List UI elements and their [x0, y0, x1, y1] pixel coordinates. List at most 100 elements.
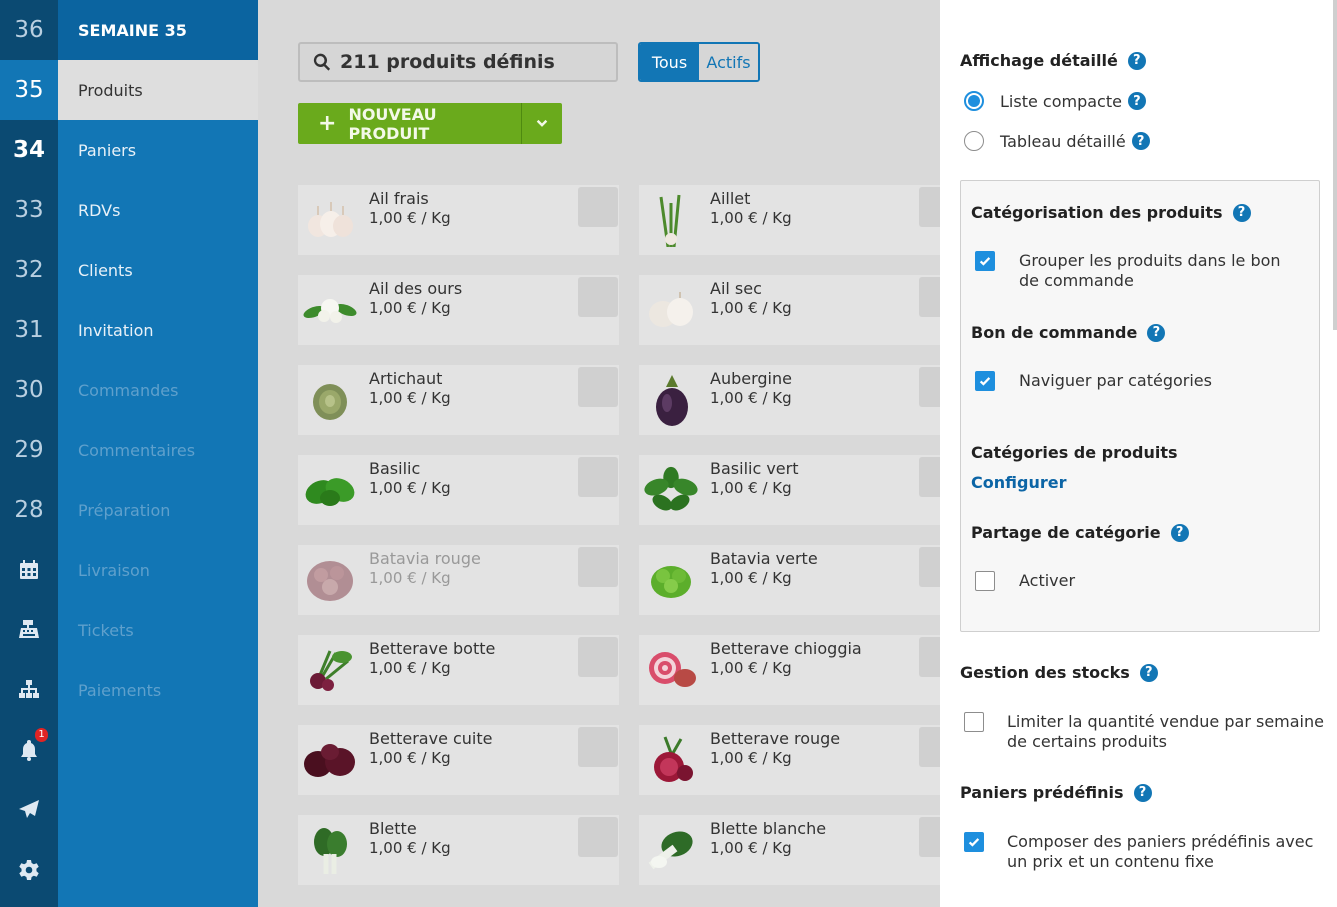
product-card[interactable]: Betterave chioggia 1,00 € / Kg	[639, 635, 940, 705]
product-card[interactable]: Betterave botte 1,00 € / Kg	[298, 635, 619, 705]
help-icon[interactable]: ?	[1147, 323, 1166, 342]
week-28[interactable]: 28	[14, 497, 44, 523]
help-icon[interactable]: ?	[1127, 51, 1146, 70]
configure-categories-link[interactable]: Configurer	[971, 473, 1067, 492]
product-action-button[interactable]	[919, 727, 940, 767]
new-product-label: NOUVEAU PRODUIT	[348, 104, 437, 143]
nav-item-tickets[interactable]: Tickets	[78, 620, 134, 640]
week-29[interactable]: 29	[14, 437, 44, 463]
product-action-button[interactable]	[919, 277, 940, 317]
product-search[interactable]: 211 produits définis	[298, 42, 618, 82]
panel-scrollbar[interactable]	[1333, 0, 1337, 330]
nav-item-commentaires[interactable]: Commentaires	[78, 440, 196, 460]
product-action-button[interactable]	[578, 277, 618, 317]
product-price: 1,00 € / Kg	[369, 749, 451, 767]
week-36[interactable]: 36	[14, 17, 44, 43]
help-icon[interactable]: ?	[1127, 92, 1146, 110]
nav-item-invitation[interactable]: Invitation	[78, 320, 154, 340]
paper-plane-icon[interactable]	[0, 780, 58, 840]
nav-item-preparation[interactable]: Préparation	[78, 500, 171, 520]
group-products-checkbox[interactable]	[975, 251, 995, 271]
help-icon[interactable]: ?	[1133, 783, 1152, 802]
product-action-button[interactable]	[578, 637, 618, 677]
help-icon[interactable]: ?	[1232, 203, 1251, 222]
nav-item-rdvs[interactable]: RDVs	[78, 200, 121, 220]
browse-categories-label: Naviguer par catégories	[1019, 371, 1212, 390]
product-action-button[interactable]	[578, 727, 618, 767]
product-card[interactable]: Batavia rouge 1,00 € / Kg	[298, 545, 619, 615]
help-icon[interactable]: ?	[1170, 523, 1189, 542]
sitemap-icon[interactable]	[0, 660, 58, 720]
product-card[interactable]: Batavia verte 1,00 € / Kg	[639, 545, 940, 615]
bell-icon[interactable]: 1	[0, 720, 58, 780]
help-icon[interactable]: ?	[1131, 132, 1150, 150]
nav-item-commandes[interactable]: Commandes	[78, 380, 179, 400]
product-action-button[interactable]	[919, 457, 940, 497]
product-action-button[interactable]	[919, 187, 940, 227]
product-action-button[interactable]	[578, 367, 618, 407]
nav-item-paiements[interactable]: Paiements	[78, 680, 162, 700]
gear-icon[interactable]	[0, 840, 58, 900]
detailed-table-radio[interactable]	[964, 131, 984, 151]
product-action-button[interactable]	[578, 547, 618, 587]
product-card[interactable]: Basilic 1,00 € / Kg	[298, 455, 619, 525]
limit-quantity-option[interactable]: Limiter la quantité vendue par semaine d…	[964, 712, 1324, 752]
product-card[interactable]: Aillet 1,00 € / Kg	[639, 185, 940, 255]
wild-garlic-image	[302, 283, 358, 337]
filter-active[interactable]: Actifs	[699, 44, 758, 80]
product-name: Aillet	[710, 189, 751, 208]
order-form-title: Bon de commande?	[971, 323, 1166, 342]
nav-item-livraison[interactable]: Livraison	[78, 560, 150, 580]
product-action-button[interactable]	[919, 547, 940, 587]
product-action-button[interactable]	[578, 817, 618, 857]
product-card[interactable]: Blette blanche 1,00 € / Kg	[639, 815, 940, 885]
cash-register-icon[interactable]	[0, 600, 58, 660]
product-card[interactable]: Artichaut 1,00 € / Kg	[298, 365, 619, 435]
product-action-button[interactable]	[578, 187, 618, 227]
nav-item-produits[interactable]: Produits	[58, 60, 258, 120]
product-card[interactable]: Ail des ours 1,00 € / Kg	[298, 275, 619, 345]
nav-item-clients[interactable]: Clients	[78, 260, 133, 280]
product-card[interactable]: Aubergine 1,00 € / Kg	[639, 365, 940, 435]
product-action-button[interactable]	[919, 817, 940, 857]
enable-sharing-option[interactable]: Activer	[975, 571, 1075, 591]
group-products-option[interactable]: Grouper les produits dans le bon de comm…	[975, 251, 1305, 291]
product-action-button[interactable]	[919, 367, 940, 407]
filter-all[interactable]: Tous	[640, 44, 699, 80]
new-product-button[interactable]: + NOUVEAU PRODUIT	[298, 103, 562, 144]
product-card[interactable]: Ail frais 1,00 € / Kg	[298, 185, 619, 255]
product-action-button[interactable]	[919, 637, 940, 677]
product-name: Basilic vert	[710, 459, 799, 478]
week-33[interactable]: 33	[14, 197, 44, 223]
new-product-dropdown[interactable]	[522, 103, 562, 144]
help-icon[interactable]: ?	[1139, 663, 1158, 682]
search-text: 211 produits définis	[340, 51, 555, 73]
calendar-icon[interactable]	[0, 540, 58, 600]
browse-categories-checkbox[interactable]	[975, 371, 995, 391]
product-card[interactable]: Basilic vert 1,00 € / Kg	[639, 455, 940, 525]
product-price: 1,00 € / Kg	[710, 569, 792, 587]
product-name: Ail sec	[710, 279, 762, 298]
stock-title: Gestion des stocks?	[960, 663, 1158, 682]
product-card[interactable]: Ail sec 1,00 € / Kg	[639, 275, 940, 345]
compact-list-option[interactable]: Liste compacte ?	[964, 91, 1146, 111]
compact-list-radio[interactable]	[964, 91, 984, 111]
compose-baskets-option[interactable]: Composer des paniers prédéfinis avec un …	[964, 832, 1314, 872]
product-action-button[interactable]	[578, 457, 618, 497]
limit-quantity-checkbox[interactable]	[964, 712, 984, 732]
week-35[interactable]: 35	[0, 60, 58, 120]
main-nav: SEMAINE 35 Produits Paniers RDVs Clients…	[58, 0, 258, 907]
nav-item-paniers[interactable]: Paniers	[78, 140, 137, 160]
week-31[interactable]: 31	[14, 317, 44, 343]
browse-categories-option[interactable]: Naviguer par catégories	[975, 371, 1212, 391]
week-34[interactable]: 34	[12, 137, 45, 163]
product-card[interactable]: Blette 1,00 € / Kg	[298, 815, 619, 885]
detailed-table-option[interactable]: Tableau détaillé ?	[964, 131, 1150, 151]
enable-sharing-checkbox[interactable]	[975, 571, 995, 591]
product-card[interactable]: Betterave cuite 1,00 € / Kg	[298, 725, 619, 795]
week-32[interactable]: 32	[14, 257, 44, 283]
compose-baskets-checkbox[interactable]	[964, 832, 984, 852]
notification-badge: 1	[35, 728, 48, 742]
week-30[interactable]: 30	[14, 377, 44, 403]
product-card[interactable]: Betterave rouge 1,00 € / Kg	[639, 725, 940, 795]
